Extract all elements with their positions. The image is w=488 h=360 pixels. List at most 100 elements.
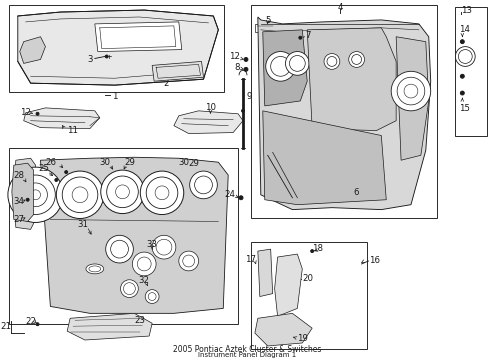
Polygon shape [20,37,45,63]
Polygon shape [262,30,306,106]
Circle shape [244,67,247,71]
Circle shape [194,176,212,194]
Text: 23: 23 [134,316,145,325]
Bar [250,242,367,349]
Circle shape [110,240,128,258]
Circle shape [115,185,129,199]
Circle shape [36,112,39,115]
Bar [254,24,276,32]
Circle shape [239,196,243,200]
Circle shape [62,177,98,212]
Ellipse shape [89,266,101,272]
Circle shape [123,283,135,294]
Text: 24: 24 [224,190,235,199]
Text: 19: 19 [297,334,307,343]
Bar [250,5,436,217]
Text: 8: 8 [234,63,240,72]
Polygon shape [254,313,311,346]
Circle shape [324,54,339,69]
Text: 32: 32 [139,276,149,285]
Polygon shape [262,111,386,205]
Circle shape [31,190,41,200]
Circle shape [152,235,176,259]
Circle shape [396,77,424,105]
Text: 17: 17 [244,255,255,264]
Circle shape [105,55,108,58]
Circle shape [270,57,290,76]
Circle shape [36,323,39,326]
Text: 11: 11 [67,126,78,135]
Polygon shape [14,158,36,229]
Text: 7: 7 [305,31,310,40]
Text: 26: 26 [45,158,56,167]
Circle shape [120,280,138,297]
Text: 28: 28 [14,171,25,180]
Text: 16: 16 [369,256,380,265]
Text: 21: 21 [0,322,11,331]
Circle shape [310,249,313,253]
Text: 9: 9 [246,91,252,100]
Polygon shape [23,108,100,129]
Circle shape [289,55,305,71]
Polygon shape [18,10,218,85]
Circle shape [459,91,463,95]
Circle shape [183,255,194,267]
Polygon shape [174,111,243,134]
Text: 13: 13 [460,5,471,14]
Circle shape [265,51,295,81]
Bar [9,5,224,92]
Bar [9,148,238,324]
Polygon shape [41,157,228,313]
Text: 2: 2 [163,79,168,88]
Circle shape [137,257,151,271]
Circle shape [105,235,133,263]
Circle shape [146,177,178,209]
Bar [280,267,294,274]
Text: 12: 12 [20,108,31,117]
Polygon shape [152,62,203,81]
Ellipse shape [86,264,103,274]
Circle shape [244,58,247,62]
Text: 15: 15 [458,104,469,113]
Polygon shape [12,163,34,221]
Text: 27: 27 [14,215,25,224]
Bar [454,7,486,135]
Text: 20: 20 [302,274,313,283]
Polygon shape [306,28,395,131]
Polygon shape [395,37,428,160]
Circle shape [189,171,217,199]
Circle shape [16,175,55,215]
Circle shape [23,183,47,207]
Circle shape [459,74,463,78]
Text: 30: 30 [99,158,110,167]
Circle shape [298,36,301,39]
Text: 29: 29 [124,158,135,167]
Circle shape [390,71,430,111]
Circle shape [148,293,156,301]
Text: 34: 34 [14,197,25,206]
Polygon shape [257,17,430,210]
Text: 29: 29 [188,159,199,168]
Text: 1: 1 [112,91,117,100]
Circle shape [101,170,144,213]
Circle shape [326,57,336,66]
Circle shape [64,171,67,174]
Text: 2005 Pontiac Aztek Cluster & Switches: 2005 Pontiac Aztek Cluster & Switches [172,345,321,354]
Circle shape [348,51,364,67]
Circle shape [56,171,103,219]
Circle shape [106,176,138,208]
Text: Instrument Panel Diagram 1: Instrument Panel Diagram 1 [198,352,296,358]
Text: 12: 12 [228,52,240,61]
Text: 10: 10 [204,103,216,112]
Text: 3: 3 [87,55,93,64]
Circle shape [145,290,159,303]
Circle shape [403,84,417,98]
Polygon shape [95,22,182,51]
Text: 5: 5 [264,17,270,26]
Text: 30: 30 [179,158,189,167]
Bar [280,287,294,294]
Circle shape [241,109,244,112]
Circle shape [72,187,88,203]
Circle shape [132,252,156,276]
Circle shape [156,239,172,255]
